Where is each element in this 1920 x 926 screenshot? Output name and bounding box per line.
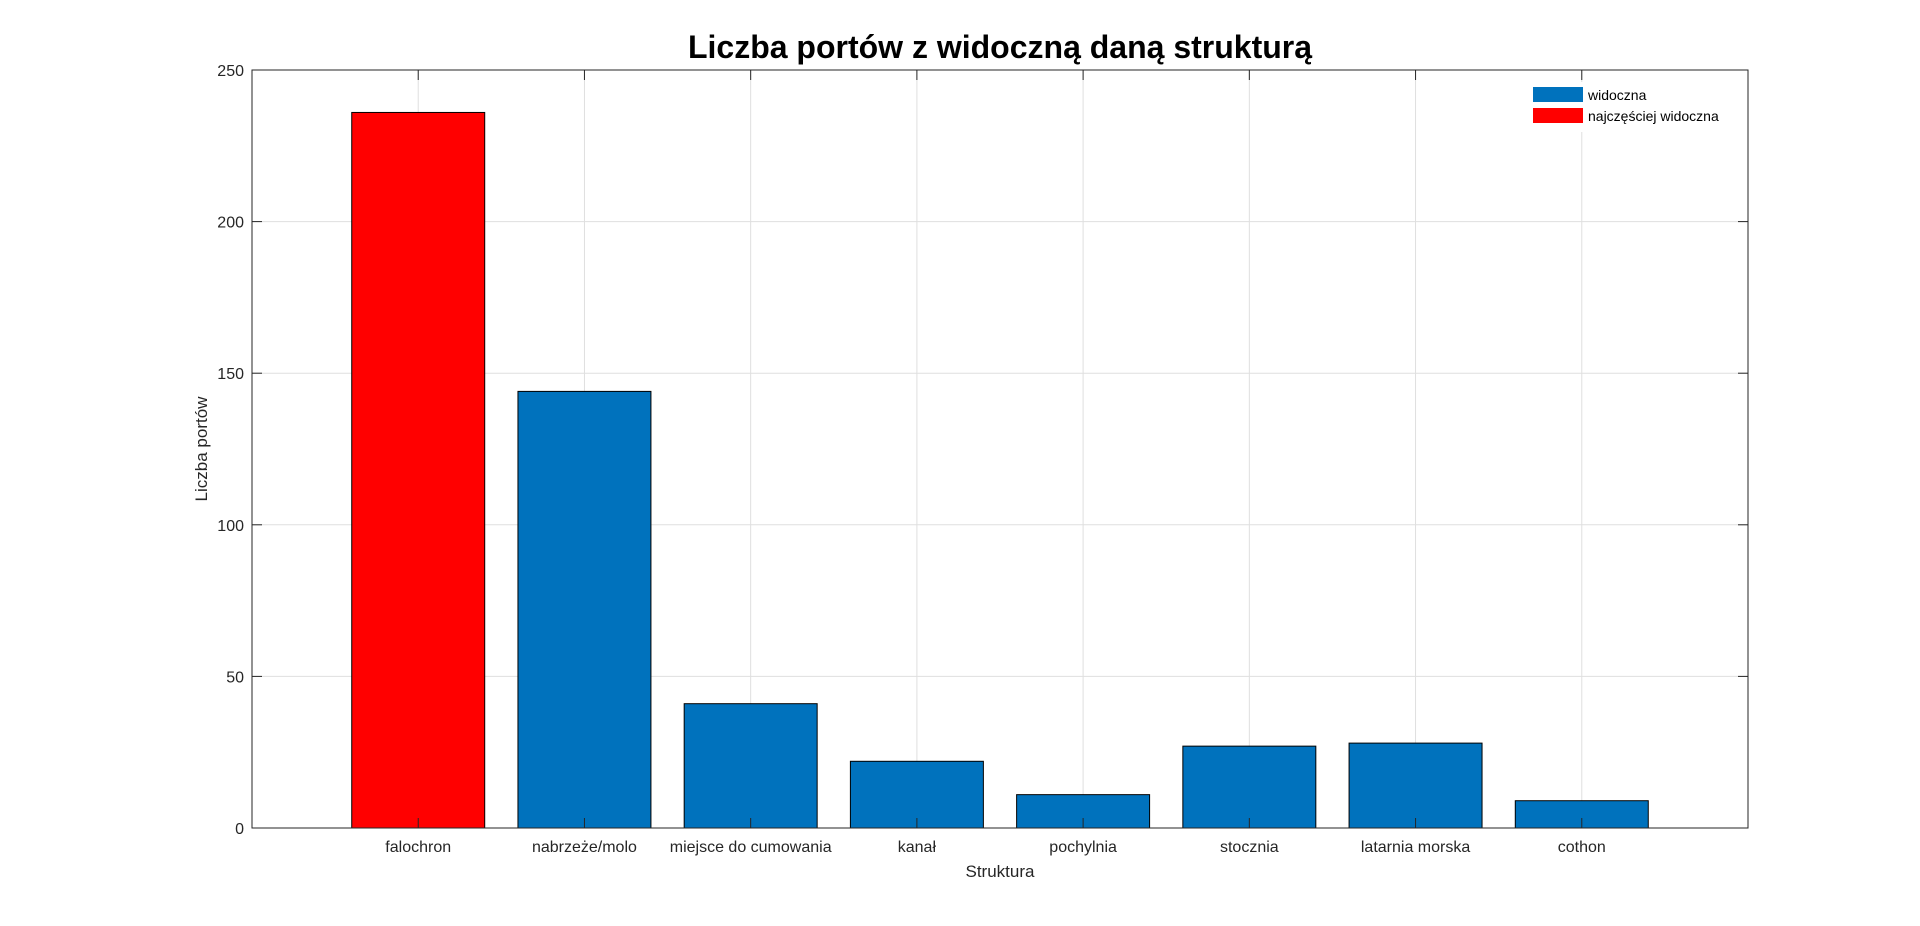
x-axis-label: Struktura bbox=[966, 862, 1036, 881]
y-axis-label: Liczba portów bbox=[192, 396, 211, 502]
bar-7 bbox=[1348, 742, 1483, 829]
x-tick-label: latarnia morska bbox=[1361, 839, 1470, 856]
chart-title: Liczba portów z widoczną daną strukturą bbox=[688, 29, 1312, 65]
bars-group bbox=[351, 111, 1649, 829]
x-tick-labels: falochron nabrzeże/molo miejsce do cumowan… bbox=[385, 839, 1605, 856]
y-tick-label: 200 bbox=[217, 215, 244, 232]
y-tick-label: 250 bbox=[217, 63, 244, 80]
y-tick-label: 50 bbox=[226, 669, 244, 686]
x-tick-label: stocznia bbox=[1220, 839, 1279, 856]
x-tick-label: miejsce do cumowania bbox=[670, 839, 832, 856]
legend-swatch-najczesciej-widoczna bbox=[1533, 108, 1583, 123]
bar-3 bbox=[683, 703, 818, 829]
x-tick-label: pochylnia bbox=[1049, 839, 1117, 856]
legend-label-widoczna: widoczna bbox=[1587, 87, 1647, 103]
axis-ticks bbox=[252, 69, 1748, 829]
legend-swatch-widoczna bbox=[1533, 87, 1583, 102]
x-tick-label: nabrzeże/molo bbox=[532, 839, 637, 856]
x-tick-label: cothon bbox=[1558, 839, 1606, 856]
y-tick-labels: 0 50 100 150 200 250 bbox=[217, 63, 244, 838]
bar-1 bbox=[351, 111, 486, 829]
bar-6 bbox=[1182, 745, 1317, 829]
y-tick-label: 0 bbox=[235, 821, 244, 838]
legend-label-najczesciej-widoczna: najczęściej widoczna bbox=[1588, 108, 1719, 124]
plot-frame bbox=[251, 69, 1749, 829]
bar-4 bbox=[849, 760, 984, 829]
legend: widoczna najczęściej widoczna bbox=[1524, 82, 1734, 132]
bar-2 bbox=[517, 390, 652, 829]
y-tick-label: 100 bbox=[217, 518, 244, 535]
y-tick-label: 150 bbox=[217, 366, 244, 383]
x-tick-label: falochron bbox=[385, 839, 451, 856]
x-tick-label: kanał bbox=[898, 839, 937, 856]
